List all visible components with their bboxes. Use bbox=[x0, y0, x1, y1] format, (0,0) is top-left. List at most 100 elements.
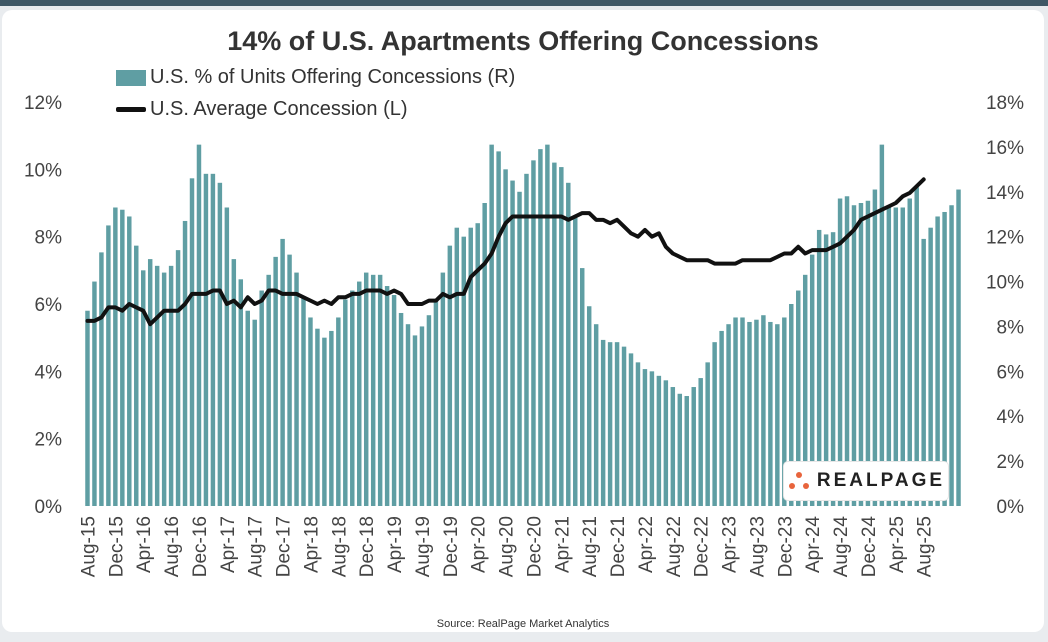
bar-90 bbox=[712, 342, 717, 506]
x-tick-10: Dec-18 bbox=[357, 516, 378, 577]
bar-69 bbox=[566, 182, 571, 507]
bar-4 bbox=[113, 207, 118, 507]
right-tick-1: 2% bbox=[997, 452, 1025, 473]
x-tick-23: Apr-23 bbox=[720, 516, 741, 573]
realpage-logo: REALPAGE bbox=[784, 462, 948, 500]
concession-line bbox=[85, 177, 926, 327]
x-tick-15: Aug-20 bbox=[497, 516, 518, 577]
bar-34 bbox=[322, 337, 327, 506]
bar-38 bbox=[350, 290, 355, 506]
bar-3 bbox=[106, 225, 111, 506]
bar-51 bbox=[440, 272, 446, 506]
bar-46 bbox=[405, 324, 411, 506]
bar-47 bbox=[412, 335, 418, 506]
bar-116 bbox=[893, 207, 899, 507]
x-tick-6: Aug-17 bbox=[246, 516, 267, 577]
bar-23 bbox=[245, 310, 250, 506]
bar-10 bbox=[154, 265, 160, 506]
bar-78 bbox=[628, 353, 634, 506]
bar-92 bbox=[726, 324, 731, 506]
bar-119 bbox=[914, 187, 919, 507]
x-tick-16: Dec-20 bbox=[524, 516, 545, 577]
x-tick-17: Apr-21 bbox=[552, 516, 573, 573]
bar-55 bbox=[468, 227, 473, 506]
right-tick-6: 12% bbox=[986, 228, 1024, 249]
bar-105 bbox=[816, 229, 822, 506]
x-tick-18: Aug-21 bbox=[580, 516, 601, 577]
bar-109 bbox=[844, 196, 850, 506]
legend-label-bars: U.S. % of Units Offering Concessions (R) bbox=[150, 66, 516, 88]
bar-102 bbox=[796, 290, 801, 506]
bar-42 bbox=[377, 274, 383, 506]
bar-113 bbox=[872, 189, 878, 506]
bar-82 bbox=[656, 375, 662, 506]
bar-14 bbox=[182, 220, 188, 506]
x-tick-2: Apr-16 bbox=[134, 516, 155, 573]
bar-24 bbox=[252, 319, 257, 506]
bar-98 bbox=[768, 321, 773, 506]
bar-104 bbox=[809, 254, 815, 506]
bar-111 bbox=[858, 203, 864, 506]
x-tick-4: Dec-16 bbox=[190, 516, 211, 577]
x-tick-20: Apr-22 bbox=[636, 516, 657, 573]
bar-35 bbox=[329, 330, 334, 506]
bar-80 bbox=[642, 369, 648, 506]
bar-20 bbox=[224, 207, 230, 507]
x-tick-27: Aug-24 bbox=[831, 516, 852, 578]
bar-77 bbox=[621, 346, 627, 506]
bar-27 bbox=[273, 256, 278, 506]
bar-84 bbox=[670, 387, 676, 506]
bar-12 bbox=[168, 265, 174, 506]
legend-item-line: U.S. Average Concession (L) bbox=[116, 98, 408, 121]
bar-121 bbox=[928, 227, 933, 506]
x-tick-14: Apr-20 bbox=[469, 516, 490, 573]
bar-62 bbox=[517, 191, 522, 506]
bar-96 bbox=[754, 319, 759, 506]
bar-13 bbox=[175, 250, 181, 506]
bar-110 bbox=[851, 205, 857, 507]
x-tick-9: Aug-18 bbox=[329, 516, 350, 577]
bar-54 bbox=[461, 236, 466, 507]
bar-37 bbox=[343, 299, 348, 506]
bar-114 bbox=[879, 144, 885, 506]
bar-101 bbox=[789, 304, 794, 506]
bar-108 bbox=[837, 198, 843, 506]
bar-87 bbox=[691, 387, 696, 506]
bar-9 bbox=[147, 259, 153, 506]
bar-63 bbox=[524, 173, 529, 506]
x-tick-25: Dec-23 bbox=[775, 516, 796, 577]
bar-72 bbox=[586, 306, 592, 506]
bar-40 bbox=[363, 272, 369, 506]
right-tick-8: 16% bbox=[986, 138, 1024, 159]
bar-16 bbox=[196, 144, 202, 506]
bar-85 bbox=[677, 393, 683, 506]
chart-plot: 0% 2% 4% 6% 8% 10% 12% 0% 2% 4% 6% 8% 10% 12% 14% 16% 1… bbox=[24, 93, 1024, 578]
x-tick-13: Dec-19 bbox=[441, 516, 462, 577]
x-tick-24: Aug-23 bbox=[747, 516, 768, 577]
bar-17 bbox=[203, 173, 209, 506]
bar-56 bbox=[475, 223, 480, 506]
x-tick-30: Aug-25 bbox=[915, 516, 936, 577]
bar-series bbox=[85, 144, 961, 507]
right-tick-2: 4% bbox=[997, 407, 1025, 428]
logo-dots-icon bbox=[787, 471, 811, 491]
right-axis-ticks: 0% 2% 4% 6% 8% 10% 12% 14% 16% 18% bbox=[986, 93, 1024, 518]
bar-21 bbox=[231, 259, 237, 506]
bar-73 bbox=[593, 324, 599, 506]
legend-item-bars: U.S. % of Units Offering Concessions (R) bbox=[116, 66, 515, 89]
right-tick-7: 14% bbox=[986, 183, 1024, 204]
bar-74 bbox=[600, 339, 606, 506]
x-tick-26: Apr-24 bbox=[803, 516, 824, 573]
bar-91 bbox=[719, 330, 724, 506]
x-tick-21: Aug-22 bbox=[664, 516, 685, 577]
bar-45 bbox=[398, 312, 404, 506]
bar-122 bbox=[935, 216, 940, 506]
bar-103 bbox=[802, 274, 808, 506]
bar-1 bbox=[92, 281, 97, 506]
bar-70 bbox=[573, 216, 578, 506]
bar-86 bbox=[684, 396, 689, 506]
bar-107 bbox=[830, 232, 836, 506]
bar-124 bbox=[949, 205, 954, 507]
left-tick-2: 4% bbox=[35, 362, 63, 383]
left-tick-6: 12% bbox=[24, 93, 62, 114]
